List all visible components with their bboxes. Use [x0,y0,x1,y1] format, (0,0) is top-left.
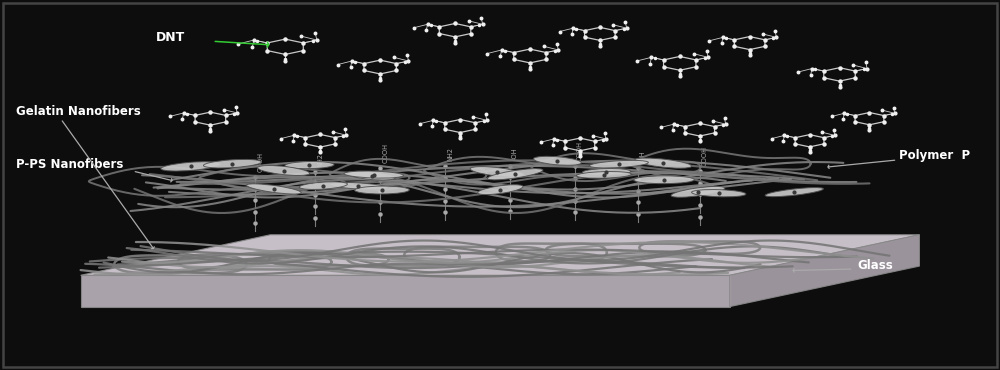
Ellipse shape [344,171,403,178]
Ellipse shape [534,157,581,165]
Text: COOH: COOH [257,152,263,172]
Text: COOH: COOH [382,143,388,163]
Text: Gelatin Nanofibers: Gelatin Nanofibers [16,105,140,118]
Ellipse shape [692,189,746,197]
Ellipse shape [285,162,334,169]
Polygon shape [730,235,919,307]
Ellipse shape [470,166,524,177]
Text: Polymer  P: Polymer P [899,149,971,162]
Ellipse shape [299,182,347,189]
Ellipse shape [634,176,694,184]
Ellipse shape [161,162,220,171]
Ellipse shape [576,172,631,178]
Ellipse shape [582,168,631,175]
Polygon shape [81,275,730,307]
Ellipse shape [355,186,409,194]
Ellipse shape [348,171,395,180]
Ellipse shape [203,159,261,168]
Text: Glass: Glass [858,259,893,272]
Ellipse shape [258,165,310,175]
Text: -OH: -OH [640,150,646,163]
Ellipse shape [487,169,543,180]
Text: NH2: NH2 [317,152,323,166]
Text: NH2: NH2 [447,147,453,161]
Text: DNT: DNT [155,31,185,44]
Text: COOH: COOH [577,141,583,161]
Polygon shape [81,235,919,275]
Ellipse shape [478,185,523,195]
Ellipse shape [589,160,648,168]
Ellipse shape [246,184,301,194]
Ellipse shape [635,158,692,168]
Ellipse shape [765,188,823,196]
Ellipse shape [329,182,387,189]
Text: -OH: -OH [512,148,518,160]
Text: P-PS Nanofibers: P-PS Nanofibers [16,158,123,171]
Text: COOH: COOH [702,146,708,166]
Ellipse shape [671,186,725,197]
